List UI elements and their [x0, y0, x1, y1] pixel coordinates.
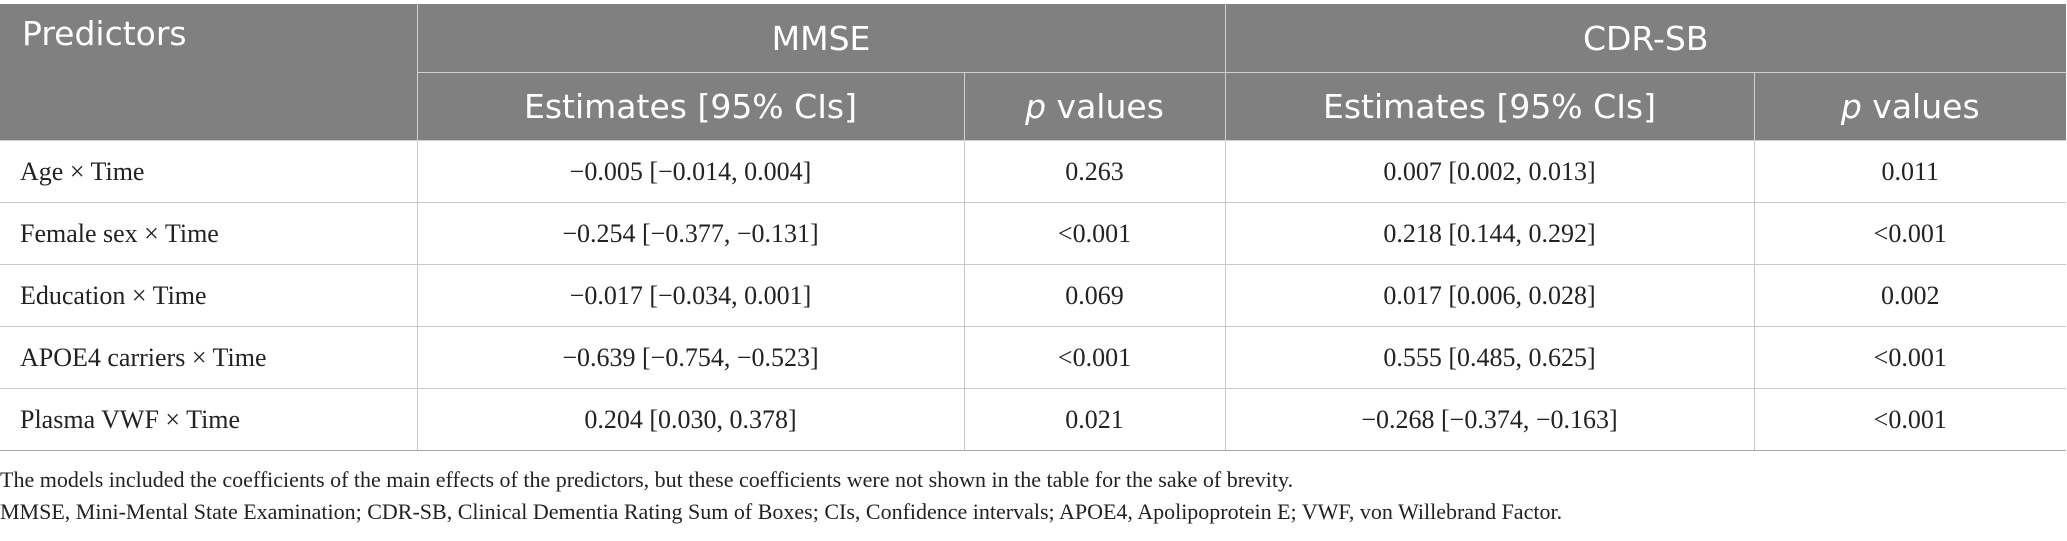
cdr-sb-estimate-cell: 0.218 [0.144, 0.292]: [1224, 202, 1754, 265]
table-row: APOE4 carriers × Time −0.639 [−0.754, −0…: [0, 326, 2067, 389]
table-header: Predictors MMSE CDR-SB Estimates [95% CI…: [0, 4, 2067, 141]
cdr-sb-p-values-header: p values: [1753, 72, 2067, 141]
p-symbol: p: [1840, 87, 1862, 126]
mmse-p-value-cell: <0.001: [963, 202, 1225, 265]
predictor-cell: Plasma VWF × Time: [0, 388, 417, 451]
footnote-models: The models included the coefficients of …: [0, 467, 1294, 492]
cdr-sb-p-value-cell: 0.002: [1753, 264, 2067, 327]
predictor-cell: Age × Time: [0, 140, 417, 203]
mmse-p-value-cell: 0.069: [963, 264, 1225, 327]
p-values-label: values: [1046, 87, 1164, 126]
mmse-group-header: MMSE: [416, 4, 1225, 73]
predictor-cell: Education × Time: [0, 264, 417, 327]
mmse-estimate-cell: 0.204 [0.030, 0.378]: [416, 388, 964, 451]
cdr-sb-group-header: CDR-SB: [1224, 4, 2067, 73]
table-body: Age × Time −0.005 [−0.014, 0.004] 0.263 …: [0, 140, 2067, 451]
predictor-cell: APOE4 carriers × Time: [0, 326, 417, 389]
cdr-sb-p-value-cell: <0.001: [1753, 326, 2067, 389]
p-symbol: p: [1025, 87, 1047, 126]
p-values-label: values: [1861, 87, 1980, 126]
cdr-sb-estimate-cell: −0.268 [−0.374, −0.163]: [1224, 388, 1754, 451]
mmse-estimate-cell: −0.017 [−0.034, 0.001]: [416, 264, 964, 327]
mmse-estimate-cell: −0.005 [−0.014, 0.004]: [416, 140, 964, 203]
header-row-columns: Estimates [95% CIs] p values Estimates […: [0, 72, 2067, 141]
predictors-header: Predictors: [0, 4, 417, 141]
mmse-estimate-cell: −0.254 [−0.377, −0.131]: [416, 202, 964, 265]
results-table: Predictors MMSE CDR-SB Estimates [95% CI…: [0, 4, 2067, 451]
mmse-p-value-cell: 0.021: [963, 388, 1225, 451]
cdr-sb-estimate-cell: 0.017 [0.006, 0.028]: [1224, 264, 1754, 327]
mmse-p-value-cell: <0.001: [963, 326, 1225, 389]
mmse-estimate-cell: −0.639 [−0.754, −0.523]: [416, 326, 964, 389]
cdr-sb-p-value-cell: 0.011: [1753, 140, 2067, 203]
mmse-p-values-header: p values: [963, 72, 1225, 141]
predictor-cell: Female sex × Time: [0, 202, 417, 265]
table-row: Age × Time −0.005 [−0.014, 0.004] 0.263 …: [0, 140, 2067, 203]
cdr-sb-p-value-cell: <0.001: [1753, 388, 2067, 451]
table-footnotes: The models included the coefficients of …: [0, 464, 2066, 528]
cdr-sb-estimate-cell: 0.555 [0.485, 0.625]: [1224, 326, 1754, 389]
table-row: Plasma VWF × Time 0.204 [0.030, 0.378] 0…: [0, 388, 2067, 451]
table-row: Education × Time −0.017 [−0.034, 0.001] …: [0, 264, 2067, 327]
cdr-sb-estimate-cell: 0.007 [0.002, 0.013]: [1224, 140, 1754, 203]
table-row: Female sex × Time −0.254 [−0.377, −0.131…: [0, 202, 2067, 265]
mmse-estimates-header: Estimates [95% CIs]: [416, 72, 964, 141]
cdr-sb-p-value-cell: <0.001: [1753, 202, 2067, 265]
cdr-sb-estimates-header: Estimates [95% CIs]: [1224, 72, 1754, 141]
header-row-groups: Predictors MMSE CDR-SB: [0, 4, 2067, 141]
mmse-p-value-cell: 0.263: [963, 140, 1225, 203]
footnote-abbreviations: MMSE, Mini-Mental State Examination; CDR…: [0, 499, 1563, 524]
